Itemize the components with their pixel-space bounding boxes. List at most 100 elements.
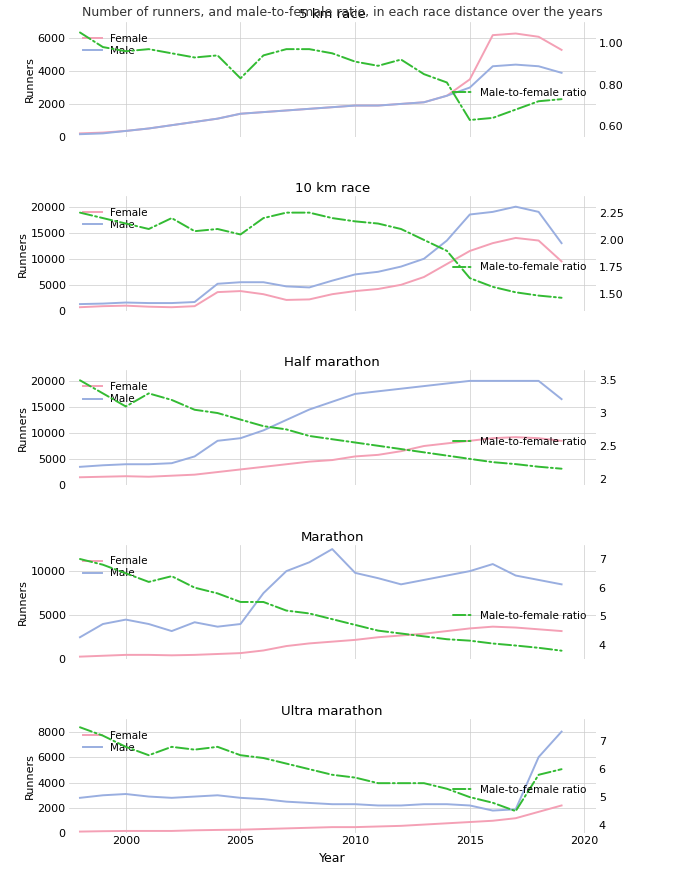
Male-to-female ratio [397, 55, 405, 65]
Female [466, 817, 474, 827]
Line: Male-to-female ratio: Male-to-female ratio [80, 380, 562, 468]
Female [328, 102, 336, 113]
Male-to-female ratio [420, 631, 428, 641]
Male-to-female ratio [328, 213, 336, 223]
Male-to-female ratio [145, 224, 153, 235]
Y-axis label: Runners: Runners [25, 753, 35, 799]
Female [145, 302, 153, 312]
Female [236, 647, 245, 658]
Male [374, 386, 382, 397]
Female [328, 636, 336, 647]
Title: 5 km race: 5 km race [299, 8, 366, 21]
Female [214, 825, 222, 835]
Female [488, 238, 497, 249]
Male [466, 82, 474, 93]
Male-to-female ratio [236, 597, 245, 608]
Female [306, 456, 314, 467]
Male [558, 68, 566, 78]
Female [374, 821, 382, 832]
Male [306, 282, 314, 293]
Female [122, 826, 130, 836]
Legend: Female, Male: Female, Male [79, 552, 152, 583]
Male-to-female ratio [122, 568, 130, 579]
Male-to-female ratio [168, 394, 176, 405]
Female [122, 125, 130, 136]
Female [99, 650, 107, 661]
Female [512, 432, 520, 443]
Female [145, 826, 153, 836]
Male [282, 105, 290, 116]
Female [282, 823, 290, 833]
Female [168, 302, 176, 312]
Female [466, 246, 474, 257]
Male [76, 299, 84, 310]
Line: Male: Male [80, 381, 562, 467]
Male-to-female ratio [76, 27, 84, 38]
Male-to-female ratio [351, 620, 359, 631]
Male [99, 298, 107, 309]
Male [351, 101, 359, 111]
Male-to-female ratio [190, 582, 199, 593]
Female [351, 451, 359, 461]
Line: Male-to-female ratio: Male-to-female ratio [80, 33, 562, 120]
Male [76, 461, 84, 472]
Male-to-female ratio [282, 424, 290, 435]
Female [351, 822, 359, 833]
Male-to-female ratio [420, 69, 428, 79]
Male-to-female ratio [190, 52, 199, 63]
Male [236, 433, 245, 444]
Female [260, 461, 268, 472]
Male [306, 557, 314, 568]
Female [558, 436, 566, 446]
Y-axis label: Runners: Runners [18, 230, 28, 276]
Female [443, 91, 451, 101]
Male [534, 61, 543, 71]
Female [558, 45, 566, 56]
Female [122, 471, 130, 482]
Female [512, 623, 520, 633]
Female [397, 820, 405, 831]
Female [282, 105, 290, 116]
Male [488, 805, 497, 816]
Male-to-female ratio [351, 216, 359, 227]
Male-to-female ratio [443, 451, 451, 461]
Male [351, 799, 359, 810]
Male-to-female ratio [260, 50, 268, 61]
Male [466, 566, 474, 577]
Male-to-female ratio [99, 41, 107, 52]
Female [122, 301, 130, 311]
Female [328, 822, 336, 833]
Male-to-female ratio [488, 639, 497, 649]
Female [190, 469, 199, 480]
Female [558, 800, 566, 811]
Male-to-female ratio [214, 224, 222, 235]
Female [443, 258, 451, 269]
Female [374, 101, 382, 111]
Male-to-female ratio [282, 759, 290, 769]
Legend: Male-to-female ratio: Male-to-female ratio [449, 781, 590, 799]
Female [214, 114, 222, 124]
Female [190, 116, 199, 127]
Male-to-female ratio [443, 78, 451, 88]
Male-to-female ratio [214, 742, 222, 752]
Male-to-female ratio [374, 218, 382, 228]
Male-to-female ratio [99, 213, 107, 223]
Male-to-female ratio [534, 290, 543, 301]
Female [76, 826, 84, 837]
Y-axis label: Runners: Runners [18, 579, 28, 625]
Female [374, 284, 382, 295]
Male [99, 619, 107, 630]
Female [534, 32, 543, 42]
Female [374, 450, 382, 460]
Male-to-female ratio [443, 783, 451, 794]
Male-to-female ratio [351, 437, 359, 448]
Legend: Female, Male: Female, Male [79, 30, 152, 60]
Male [168, 625, 176, 636]
Y-axis label: Runners: Runners [25, 56, 35, 102]
Male [351, 269, 359, 280]
Male-to-female ratio [466, 792, 474, 803]
Female [282, 295, 290, 305]
Male-to-female ratio [76, 207, 84, 218]
Female [76, 651, 84, 662]
Male [374, 573, 382, 584]
